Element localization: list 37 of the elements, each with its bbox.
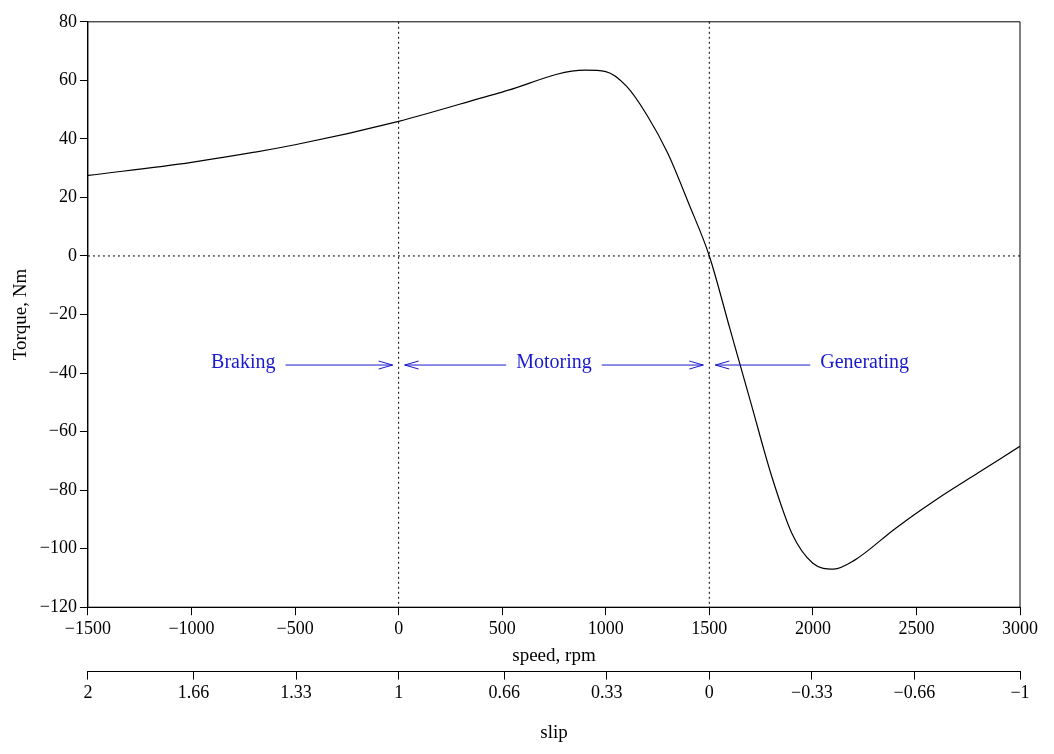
x2-tick-label: 1.33 — [280, 682, 312, 703]
y-tick-label: −120 — [39, 595, 77, 616]
x2-tick-label: 0 — [704, 682, 714, 703]
y-tick-label: 40 — [58, 127, 77, 148]
y-tick-label: −80 — [48, 478, 77, 499]
x-tick-label: 0 — [394, 617, 404, 638]
y-tick-label: 80 — [58, 10, 77, 31]
x2-tick-label: 0.66 — [488, 682, 521, 703]
x-tick-label: 500 — [488, 617, 516, 638]
x-tick-label: 2000 — [794, 617, 831, 638]
y-tick-label: 0 — [67, 244, 77, 265]
x-axis-title: speed, rpm — [512, 644, 596, 666]
x-tick-label: 1000 — [587, 617, 624, 638]
x2-tick-label: −1 — [1010, 682, 1030, 703]
x-tick-label: 1500 — [691, 617, 728, 638]
y-tick-label: −20 — [48, 303, 77, 324]
x2-tick-label: −0.33 — [791, 682, 833, 703]
annotation: Braking — [211, 350, 276, 374]
x-tick-label: −500 — [276, 617, 314, 638]
y-tick-label: 20 — [58, 186, 77, 207]
x2-axis-title: slip — [540, 720, 568, 742]
x2-tick-label: 2 — [83, 682, 93, 703]
x2-tick-label: −0.66 — [893, 682, 936, 703]
x-tick-label: 2500 — [898, 617, 935, 638]
y-tick-label: 60 — [58, 69, 77, 90]
x2-tick-label: 1.66 — [177, 682, 210, 703]
annotation: Motoring — [516, 350, 592, 374]
x-tick-label: −1500 — [64, 617, 112, 638]
x2-tick-label: 0.33 — [591, 682, 623, 703]
x2-tick-label: 1 — [394, 682, 404, 703]
x-tick-label: 3000 — [1002, 617, 1038, 638]
y-tick-label: −40 — [48, 361, 77, 382]
y-axis-title: Torque, Nm — [9, 268, 31, 361]
x-tick-label: −1000 — [168, 617, 215, 638]
y-tick-label: −100 — [39, 537, 77, 558]
annotation: Generating — [820, 350, 910, 374]
y-tick-label: −60 — [48, 420, 77, 441]
